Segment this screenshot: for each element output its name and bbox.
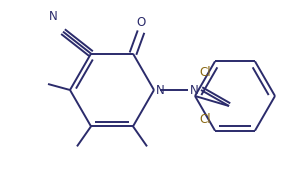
Text: Cl: Cl: [199, 66, 211, 79]
Text: N: N: [156, 84, 165, 96]
Text: N: N: [190, 84, 198, 96]
Text: N: N: [48, 10, 57, 23]
Text: Cl: Cl: [199, 113, 211, 126]
Text: O: O: [136, 16, 146, 29]
